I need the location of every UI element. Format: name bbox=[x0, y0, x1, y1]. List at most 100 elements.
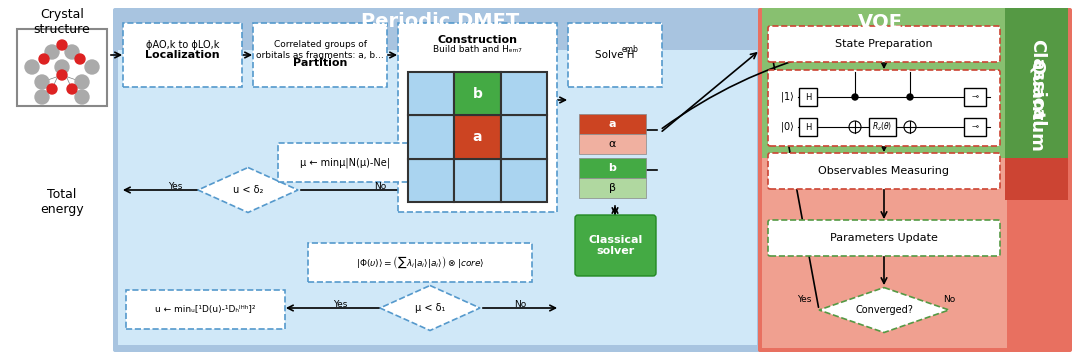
Text: Yes: Yes bbox=[797, 295, 811, 304]
FancyBboxPatch shape bbox=[455, 115, 501, 159]
Polygon shape bbox=[380, 285, 480, 330]
Text: No: No bbox=[514, 300, 526, 309]
Text: H: H bbox=[805, 122, 811, 131]
FancyBboxPatch shape bbox=[575, 215, 656, 276]
Circle shape bbox=[39, 54, 49, 64]
Text: μ < δ₁: μ < δ₁ bbox=[415, 303, 445, 313]
Circle shape bbox=[907, 94, 913, 100]
FancyBboxPatch shape bbox=[579, 178, 646, 198]
FancyBboxPatch shape bbox=[408, 72, 455, 115]
Text: No: No bbox=[943, 295, 955, 304]
Text: a: a bbox=[473, 130, 483, 144]
FancyBboxPatch shape bbox=[408, 159, 455, 202]
FancyBboxPatch shape bbox=[768, 26, 1000, 62]
Text: u ← minᵤ[¹D(u)-¹Dₕᴵᴴʰ]²: u ← minᵤ[¹D(u)-¹Dₕᴵᴴʰ]² bbox=[156, 305, 256, 314]
Text: b: b bbox=[608, 163, 616, 173]
Text: Parameters Update: Parameters Update bbox=[831, 233, 937, 243]
FancyBboxPatch shape bbox=[308, 243, 532, 282]
Text: VQE: VQE bbox=[858, 12, 903, 31]
Text: Yes: Yes bbox=[167, 182, 183, 191]
Polygon shape bbox=[819, 287, 949, 333]
Circle shape bbox=[904, 121, 916, 133]
Text: $|0\rangle$: $|0\rangle$ bbox=[780, 120, 795, 134]
FancyBboxPatch shape bbox=[579, 134, 646, 154]
FancyBboxPatch shape bbox=[768, 70, 1000, 146]
Circle shape bbox=[57, 40, 67, 50]
FancyBboxPatch shape bbox=[762, 8, 1007, 158]
Circle shape bbox=[75, 90, 89, 104]
Text: a: a bbox=[608, 119, 616, 129]
Circle shape bbox=[35, 75, 49, 89]
Text: Observables Measuring: Observables Measuring bbox=[819, 166, 949, 176]
FancyBboxPatch shape bbox=[408, 115, 455, 159]
Circle shape bbox=[67, 84, 77, 94]
Circle shape bbox=[75, 54, 85, 64]
Text: Solve H: Solve H bbox=[595, 50, 635, 60]
FancyBboxPatch shape bbox=[758, 8, 1072, 352]
FancyBboxPatch shape bbox=[126, 290, 285, 329]
Text: No: No bbox=[374, 182, 387, 191]
FancyBboxPatch shape bbox=[768, 220, 1000, 256]
Text: emb: emb bbox=[622, 44, 638, 53]
Circle shape bbox=[45, 45, 59, 59]
Text: ϕAO,k to ϕLO,k: ϕAO,k to ϕLO,k bbox=[146, 40, 219, 50]
FancyBboxPatch shape bbox=[113, 8, 762, 352]
FancyBboxPatch shape bbox=[278, 143, 411, 182]
FancyBboxPatch shape bbox=[762, 158, 1007, 348]
FancyBboxPatch shape bbox=[579, 114, 646, 134]
FancyBboxPatch shape bbox=[501, 159, 546, 202]
FancyBboxPatch shape bbox=[118, 50, 757, 345]
FancyBboxPatch shape bbox=[399, 23, 557, 212]
FancyBboxPatch shape bbox=[799, 88, 816, 106]
Text: Periodic DMET: Periodic DMET bbox=[361, 12, 519, 31]
Circle shape bbox=[85, 60, 99, 74]
Circle shape bbox=[55, 60, 69, 74]
FancyBboxPatch shape bbox=[579, 158, 646, 178]
Text: Yes: Yes bbox=[333, 300, 347, 309]
Text: Classical: Classical bbox=[1028, 39, 1047, 127]
Text: State Preparation: State Preparation bbox=[835, 39, 933, 49]
FancyBboxPatch shape bbox=[1005, 10, 1068, 200]
FancyBboxPatch shape bbox=[568, 23, 662, 87]
Text: Partition: Partition bbox=[293, 58, 347, 68]
Text: Quantum: Quantum bbox=[1028, 59, 1047, 151]
FancyBboxPatch shape bbox=[1005, 8, 1068, 158]
Text: $|1\rangle$: $|1\rangle$ bbox=[780, 90, 795, 104]
Text: b: b bbox=[473, 87, 483, 101]
Polygon shape bbox=[198, 168, 298, 213]
FancyBboxPatch shape bbox=[799, 118, 816, 136]
Text: α: α bbox=[608, 139, 616, 149]
Text: $R_z(\theta)$: $R_z(\theta)$ bbox=[872, 121, 892, 133]
Text: Build bath and Hₑₘ₇: Build bath and Hₑₘ₇ bbox=[433, 45, 522, 54]
Circle shape bbox=[65, 45, 79, 59]
FancyBboxPatch shape bbox=[501, 72, 546, 115]
Text: Localization: Localization bbox=[145, 50, 220, 60]
Text: Crystal
structure: Crystal structure bbox=[33, 8, 91, 36]
FancyBboxPatch shape bbox=[964, 118, 986, 136]
Circle shape bbox=[25, 60, 39, 74]
Circle shape bbox=[75, 75, 89, 89]
Text: μ ← minμ|N(μ)-Ne|: μ ← minμ|N(μ)-Ne| bbox=[300, 157, 390, 168]
Text: Converged?: Converged? bbox=[855, 305, 913, 315]
Circle shape bbox=[57, 70, 67, 80]
FancyBboxPatch shape bbox=[964, 88, 986, 106]
FancyBboxPatch shape bbox=[501, 115, 546, 159]
Text: Classical
solver: Classical solver bbox=[589, 235, 643, 256]
FancyBboxPatch shape bbox=[768, 153, 1000, 189]
Circle shape bbox=[48, 84, 57, 94]
FancyBboxPatch shape bbox=[869, 118, 896, 136]
Text: β: β bbox=[608, 183, 616, 193]
Text: Correlated groups of
orbitals as fragments: a, b...: Correlated groups of orbitals as fragmen… bbox=[256, 40, 383, 60]
Circle shape bbox=[852, 94, 858, 100]
FancyBboxPatch shape bbox=[253, 23, 387, 87]
FancyBboxPatch shape bbox=[123, 23, 242, 87]
FancyBboxPatch shape bbox=[455, 159, 501, 202]
Text: $|\Phi(\upsilon)\rangle = \left(\sum\lambda_i|a_i\rangle|a_i\rangle\right)\otime: $|\Phi(\upsilon)\rangle = \left(\sum\lam… bbox=[355, 255, 484, 271]
Text: H: H bbox=[805, 92, 811, 102]
Text: u < δ₂: u < δ₂ bbox=[233, 185, 264, 195]
Circle shape bbox=[849, 121, 861, 133]
Text: Construction: Construction bbox=[437, 35, 517, 45]
Text: ⊸: ⊸ bbox=[972, 122, 978, 131]
FancyBboxPatch shape bbox=[17, 29, 107, 106]
FancyBboxPatch shape bbox=[455, 72, 501, 115]
